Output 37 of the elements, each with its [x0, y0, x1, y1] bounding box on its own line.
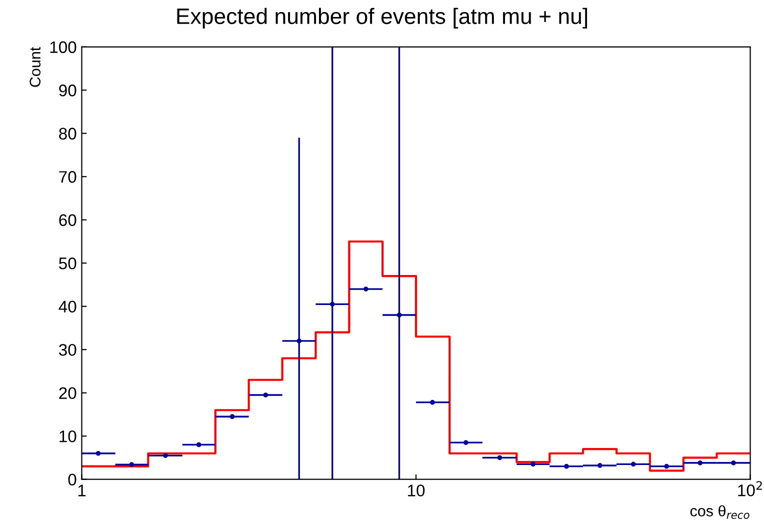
point: [731, 460, 736, 466]
point: [630, 462, 636, 467]
point: [263, 392, 268, 398]
point: [330, 302, 335, 307]
point: [96, 450, 101, 456]
point: [163, 453, 168, 458]
y-tick-label: 20: [59, 387, 76, 400]
point: [296, 338, 302, 344]
point: [463, 440, 468, 445]
y-tick-label: 30: [58, 344, 76, 356]
point: [497, 455, 502, 460]
y-tick-label: 60: [59, 214, 76, 226]
y-tick-label: 90: [59, 84, 76, 96]
x-tick-label: 10: [408, 484, 425, 496]
y-tick-label: 10: [60, 430, 76, 442]
x-tick-label: 1: [78, 484, 86, 496]
point: [430, 400, 435, 405]
point: [564, 464, 569, 469]
y-tick-label: 80: [59, 128, 76, 140]
point: [196, 442, 202, 448]
point: [129, 462, 134, 468]
point: [230, 414, 235, 420]
point: [664, 464, 670, 469]
point: [363, 286, 368, 292]
y-tick-label: 100: [50, 41, 76, 54]
point: [396, 312, 402, 318]
chart-title: Expected number of events [atm mu + nu]: [177, 8, 588, 29]
x-axis-title: cos θ$_{reco}$: [690, 505, 750, 519]
y-tick-label: 50: [59, 258, 76, 270]
y-tick-label: 40: [58, 300, 76, 313]
y-axis-title: Count: [30, 47, 41, 87]
point: [597, 463, 602, 468]
point: [530, 462, 536, 467]
point: [698, 460, 703, 466]
x-tick-label: 10$^{2}$: [738, 481, 762, 496]
y-tick-label: 0: [68, 474, 76, 486]
y-tick-label: 70: [59, 171, 76, 183]
